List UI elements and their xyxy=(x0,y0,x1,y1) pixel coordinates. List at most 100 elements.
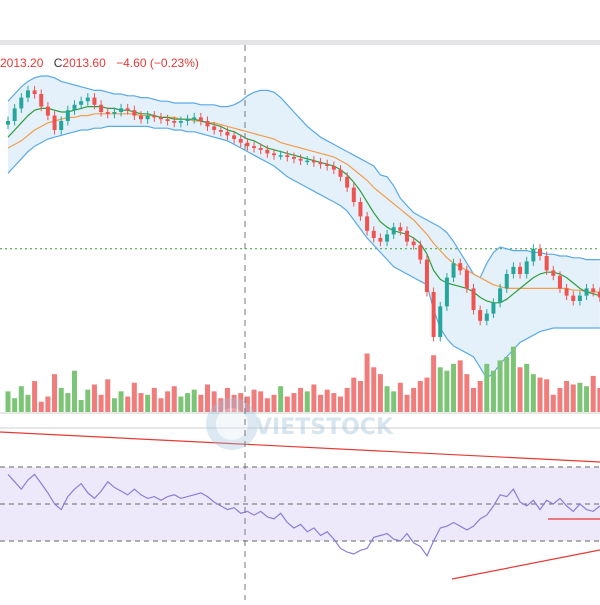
volume-bar xyxy=(65,393,70,412)
volume-bar xyxy=(438,367,443,412)
volume-bar xyxy=(504,357,509,412)
candle-body xyxy=(398,227,402,231)
volume-bar xyxy=(119,391,124,412)
volume-bar xyxy=(32,381,37,412)
candle-body xyxy=(172,121,176,123)
volume-bar xyxy=(325,390,330,412)
volume-bar xyxy=(351,378,356,412)
volume-bar xyxy=(198,395,203,412)
candle-body xyxy=(465,270,469,288)
candle-body xyxy=(265,150,269,154)
candle-body xyxy=(179,121,183,123)
candle-body xyxy=(53,116,57,130)
candle-body xyxy=(19,98,23,109)
candle-body xyxy=(225,132,229,136)
candle-body xyxy=(472,288,476,310)
volume-bar xyxy=(544,379,549,412)
candle-body xyxy=(385,234,389,241)
candle-body xyxy=(432,292,436,337)
candle-body xyxy=(166,119,170,121)
candle-body xyxy=(279,155,283,157)
candle-body xyxy=(505,274,509,288)
candle-body xyxy=(498,288,502,302)
candle-body xyxy=(591,288,595,292)
candle-body xyxy=(418,245,422,259)
candle-body xyxy=(332,166,336,170)
volume-bar xyxy=(192,390,197,412)
volume-bar xyxy=(79,400,84,412)
candle-body xyxy=(66,110,70,121)
candle-body xyxy=(6,121,10,125)
candle-body xyxy=(558,276,562,289)
candle-body xyxy=(405,231,409,242)
volume-bar xyxy=(125,397,130,412)
volume-bar xyxy=(132,383,137,412)
volume-bar xyxy=(139,393,144,412)
candle-body xyxy=(13,108,17,121)
watermark-text: VIETSTOCK xyxy=(255,415,394,440)
volume-bar xyxy=(431,355,436,412)
volume-bar xyxy=(178,397,183,412)
candle-body xyxy=(392,227,396,234)
volume-bar xyxy=(451,364,456,412)
volume-bar xyxy=(258,391,263,412)
candle-body xyxy=(578,296,582,301)
candle-body xyxy=(378,238,382,242)
volume-bar xyxy=(278,386,283,412)
candle-body xyxy=(551,270,555,275)
volume-bar xyxy=(564,381,569,412)
candle-body xyxy=(245,143,249,147)
volume-bar xyxy=(298,388,303,412)
ohlc-legend: 2013.20 C2013.60 −4.60 (−0.23%) xyxy=(0,56,199,70)
candle-body xyxy=(339,170,343,177)
volume-bar xyxy=(85,390,90,412)
volume-bar xyxy=(398,383,403,412)
volume-bar xyxy=(444,371,449,412)
volume-bar xyxy=(557,388,562,412)
candle-body xyxy=(525,261,529,274)
candle-body xyxy=(59,121,63,130)
candle-body xyxy=(585,288,589,295)
volume-bar xyxy=(371,367,376,412)
volume-bar xyxy=(391,391,396,412)
volume-bar xyxy=(152,388,157,412)
candle-body xyxy=(299,159,303,161)
candle-body xyxy=(491,303,495,314)
candle-body xyxy=(239,139,243,143)
volume-bar xyxy=(378,374,383,412)
volume-bar xyxy=(72,371,77,412)
volume-bar xyxy=(172,386,177,412)
candle-body xyxy=(112,112,116,114)
volume-bar xyxy=(59,388,64,412)
candle-body xyxy=(252,146,256,148)
candle-body xyxy=(485,314,489,321)
candle-body xyxy=(39,94,43,107)
candle-body xyxy=(458,263,462,270)
candle-body xyxy=(571,296,575,301)
candle-body xyxy=(538,249,542,256)
candle-body xyxy=(219,130,223,132)
volume-bar xyxy=(591,376,596,412)
volume-bar xyxy=(318,395,323,412)
volume-bar xyxy=(405,395,410,412)
volume-bar xyxy=(338,397,343,412)
volume-bar xyxy=(99,395,104,412)
volume-bar xyxy=(358,381,363,412)
volume-bar xyxy=(305,391,310,412)
candle-body xyxy=(152,116,156,118)
volume-bar xyxy=(464,374,469,412)
candle-body xyxy=(92,98,96,105)
ohlc-close-value: 2013.60 xyxy=(62,56,105,70)
volume-bar xyxy=(272,395,277,412)
candle-body xyxy=(452,263,456,277)
candle-body xyxy=(86,98,90,102)
volume-bar xyxy=(584,386,589,412)
candle-body xyxy=(438,306,442,337)
ohlc-open-value: 2013.20 xyxy=(0,56,43,70)
candle-body xyxy=(531,249,535,262)
candle-body xyxy=(445,278,449,307)
candle-body xyxy=(565,288,569,295)
volume-bar xyxy=(571,384,576,412)
volume-bar xyxy=(511,347,516,412)
